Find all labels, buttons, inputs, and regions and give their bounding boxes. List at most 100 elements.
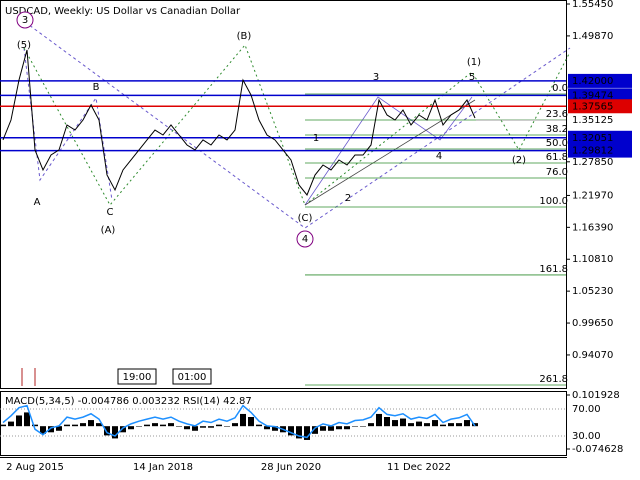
- macd-bar: [312, 426, 318, 434]
- y-tick-label: 1.27850: [572, 157, 613, 168]
- macd-bar: [240, 413, 246, 427]
- macd-bar: [64, 424, 70, 427]
- y-tick-label: 1.16390: [572, 222, 613, 233]
- macd-bar: [136, 426, 142, 427]
- macd-bar: [40, 426, 46, 434]
- price-box-label: 1.37565: [572, 101, 613, 112]
- macd-bar: [448, 423, 454, 427]
- macd-bar: [456, 423, 462, 427]
- macd-bar: [216, 424, 222, 427]
- macd-bar: [48, 426, 54, 433]
- macd-bar: [104, 426, 110, 436]
- macd-bar: [200, 426, 206, 428]
- wave-label: (A): [101, 225, 116, 236]
- fib-label: 50.0: [546, 138, 568, 149]
- price-box: [568, 88, 632, 103]
- y-tick-label: 1.21970: [572, 190, 613, 201]
- macd-bar: [192, 426, 198, 431]
- y-tick-label: 1.05230: [572, 286, 613, 297]
- fib-label: 76.0: [546, 167, 568, 178]
- macd-bar: [8, 421, 14, 427]
- macd-bar: [144, 424, 150, 427]
- wave-label: 3: [22, 15, 28, 26]
- y-tick-label: -0.074628: [572, 444, 623, 455]
- wave-circle: [16, 11, 34, 29]
- y-tick-label: 1.10810: [572, 254, 613, 265]
- time-marker: [117, 368, 157, 385]
- wave-label: (C): [298, 213, 313, 224]
- fib-label: 100.0: [539, 196, 568, 207]
- macd-bar: [168, 423, 174, 427]
- y-tick-label: 1.55450: [572, 0, 613, 10]
- macd-bar: [96, 423, 102, 427]
- indicator-frame: [0, 391, 567, 456]
- macd-bar: [320, 426, 326, 431]
- macd-bar: [112, 426, 118, 439]
- macd-bar: [352, 426, 358, 427]
- wave-label: 4: [436, 151, 442, 162]
- macd-bar: [272, 426, 278, 431]
- y-tick-label: 0.94070: [572, 350, 613, 361]
- wave-label: (B): [237, 31, 252, 42]
- macd-bar: [384, 417, 390, 427]
- y2-tick-label: 30.00: [572, 431, 601, 442]
- macd-bar: [296, 426, 302, 439]
- macd-bar: [184, 426, 190, 430]
- wave-label: A: [34, 197, 41, 208]
- x-tick-label: 2 Aug 2015: [6, 462, 64, 473]
- price-box: [568, 143, 632, 158]
- current-price-label: 1.35125: [572, 115, 613, 126]
- x-tick-label: 28 Jun 2020: [261, 462, 321, 473]
- price-line: [2, 49, 476, 196]
- macd-bar: [400, 418, 406, 427]
- wave-label: 3: [373, 72, 379, 83]
- wave-label: (1): [467, 57, 481, 68]
- macd-bar: [360, 426, 366, 427]
- price-box-label: 1.32051: [572, 133, 613, 144]
- main-frame: [0, 0, 567, 389]
- macd-bar: [408, 423, 414, 427]
- price-box: [568, 99, 632, 114]
- macd-bar: [176, 426, 182, 427]
- macd-bar: [288, 426, 294, 436]
- wave-label: 5: [469, 72, 475, 83]
- macd-bar: [440, 424, 446, 427]
- time-marker-label: 01:00: [178, 372, 207, 383]
- y2-tick-label: 70.00: [572, 404, 601, 415]
- trend-line: [304, 99, 476, 206]
- wave-label: C: [107, 207, 114, 218]
- macd-bar: [264, 426, 270, 430]
- macd-bar: [248, 417, 254, 427]
- macd-bar: [392, 420, 398, 427]
- fib-label: 61.8: [546, 152, 568, 163]
- wave-label: (5): [17, 40, 31, 51]
- time-marker-label: 19:00: [123, 372, 152, 383]
- fib-label: 0.0: [552, 83, 568, 94]
- macd-bar: [336, 426, 342, 430]
- macd-bar: [16, 415, 22, 427]
- price-box: [568, 130, 632, 145]
- wave-label: 1: [313, 133, 319, 144]
- macd-bar: [208, 426, 214, 428]
- rsi-line: [2, 404, 476, 439]
- wave-label: 4: [302, 234, 308, 245]
- macd-bar: [24, 412, 30, 427]
- macd-bar: [424, 423, 430, 427]
- chart-title: USDCAD, Weekly: US Dollar vs Canadian Do…: [5, 6, 241, 17]
- macd-bar: [56, 426, 62, 431]
- price-box-label: 1.39474: [572, 90, 613, 101]
- macd-bar: [368, 423, 374, 427]
- macd-bar: [232, 423, 238, 427]
- fib-label: 38.2: [546, 124, 568, 135]
- time-marker: [172, 368, 212, 385]
- macd-bar: [88, 420, 94, 427]
- wave-label: 2: [345, 193, 351, 204]
- macd-bar: [160, 424, 166, 427]
- macd-bar: [344, 426, 350, 430]
- macd-bar: [328, 426, 334, 431]
- macd-bar: [304, 426, 310, 440]
- macd-bar: [80, 423, 86, 427]
- macd-bar: [224, 426, 230, 427]
- price-box-label: 1.42000: [572, 76, 613, 87]
